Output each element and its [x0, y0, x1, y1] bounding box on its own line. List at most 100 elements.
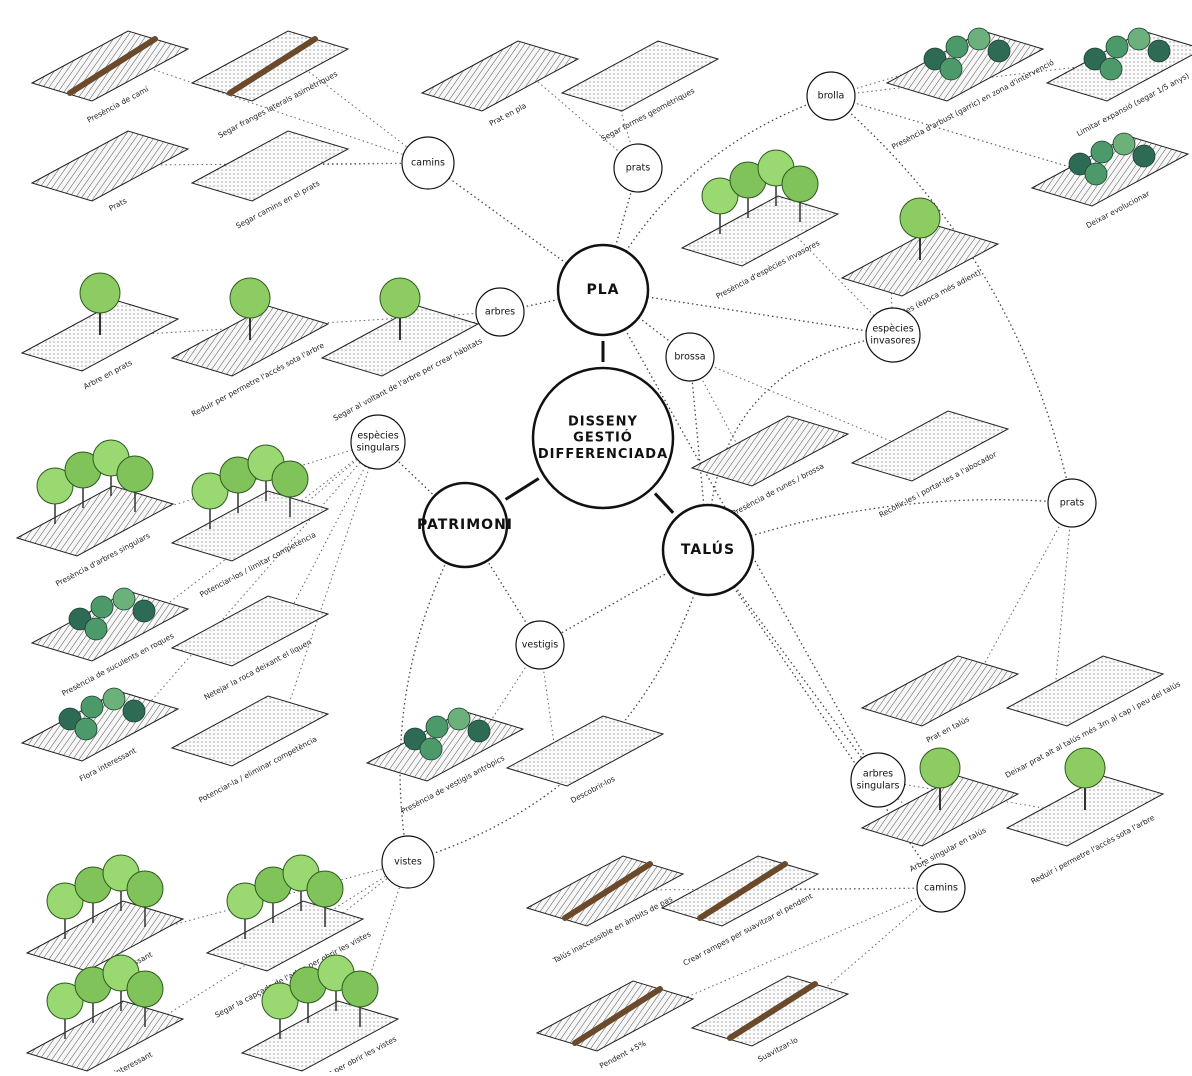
- topic-node: vestigis: [516, 621, 564, 669]
- illustration: Netejar la roca deixant el liquen: [172, 596, 328, 702]
- ground-plane: [192, 131, 348, 201]
- page: Presència de camíSegar franges laterals …: [0, 0, 1192, 1072]
- tree-crown: [782, 166, 818, 202]
- topic-node: arbres: [476, 288, 524, 336]
- node-label: singulars: [857, 780, 900, 791]
- illustration: Segar franges laterals asimètriques: [192, 31, 348, 140]
- illustration: Reduir i permetre l'accés sota l'arbre: [1007, 748, 1163, 886]
- illustration: Presència d'arbres singulars: [17, 440, 173, 588]
- illustration: Arbre en prats: [22, 273, 178, 391]
- illustration: Pendent +5%: [537, 981, 693, 1071]
- node-label: TALÚS: [681, 540, 735, 558]
- tree-crown: [272, 461, 308, 497]
- shrub: [103, 688, 125, 710]
- node-label: invasores: [870, 335, 915, 346]
- illustration: Crear rampes per suavitzar el pendent: [662, 856, 818, 968]
- topic-node: arbressingulars: [851, 753, 905, 807]
- shrub: [968, 28, 990, 50]
- node-label: vestigis: [522, 640, 558, 651]
- tree-crown: [80, 273, 120, 313]
- illustration: Deixar evolucionar: [1032, 133, 1188, 230]
- illustration: Potenciar-los / limitar competència: [172, 445, 328, 599]
- main-connector: [655, 493, 673, 512]
- main-node: TALÚS: [663, 505, 753, 595]
- node-label: arbres: [485, 307, 515, 318]
- shrub: [988, 40, 1010, 62]
- illustration: Segar al voltant de l'arbre per crear hà…: [322, 278, 484, 423]
- topic-node: prats: [614, 144, 662, 192]
- illustration: Descobrir-los: [507, 716, 663, 805]
- diagram: Presència de camíSegar franges laterals …: [0, 0, 1192, 1072]
- shrub: [420, 738, 442, 760]
- dotted-connector: [408, 550, 708, 862]
- illustration: Presència d'espècies invasores: [682, 150, 838, 301]
- topic-node: brossa: [666, 333, 714, 381]
- node-label: PATRIMONI: [417, 517, 513, 533]
- node-label: singulars: [357, 442, 400, 453]
- illustration: Potenciar-la / eliminar competència: [172, 696, 328, 805]
- lead-connector: [130, 442, 378, 725]
- node-label: espècies: [357, 431, 398, 442]
- ground-plane: [562, 41, 718, 111]
- shrub: [1148, 40, 1170, 62]
- ground-plane: [862, 656, 1018, 726]
- ground-plane: [172, 596, 328, 666]
- lead-connector: [970, 503, 1072, 690]
- node-label: GESTIÓ: [573, 430, 633, 446]
- shrub: [1085, 163, 1107, 185]
- illustration: Flora interessant: [22, 688, 178, 783]
- tree-crown: [380, 278, 420, 318]
- shrub: [1128, 28, 1150, 50]
- tree-crown: [307, 871, 343, 907]
- illustration: Recollir-les i portar-les a l'abocador: [852, 411, 1008, 519]
- node-label: prats: [626, 163, 650, 174]
- topic-node: brolla: [807, 72, 855, 120]
- illustration: Presència d'arbust (garric) en zona d'in…: [887, 28, 1056, 151]
- ground-plane: [422, 41, 578, 111]
- illustration: Prat en pla: [422, 41, 578, 128]
- shrub: [91, 596, 113, 618]
- illustration: Segar camins en el prats: [192, 131, 348, 230]
- ground-plane: [32, 131, 188, 201]
- illustration: Limitar expansió (segar 1/5 anys): [1047, 28, 1192, 138]
- tree-crown: [230, 278, 270, 318]
- shrub: [940, 58, 962, 80]
- node-label: vistes: [394, 857, 422, 868]
- node-label: espècies: [872, 324, 913, 335]
- topic-node: vistes: [382, 836, 434, 888]
- shrub: [1106, 36, 1128, 58]
- panel-caption: Prats: [107, 196, 128, 213]
- node-label: PLA: [586, 282, 619, 298]
- node-label: prats: [1060, 498, 1084, 509]
- shrub: [946, 36, 968, 58]
- illustration: Reduir per permetre l'accés sota l'arbre: [172, 278, 328, 418]
- topic-node: camins: [917, 864, 965, 912]
- illustration: Retallar alguns arbres per obrir les vis…: [242, 955, 398, 1072]
- tree-crown: [900, 198, 940, 238]
- shrub: [448, 708, 470, 730]
- node-label: brossa: [674, 352, 705, 363]
- ground-plane: [852, 411, 1008, 481]
- shrub: [81, 696, 103, 718]
- topic-node: prats: [1048, 479, 1096, 527]
- node-label: brolla: [818, 91, 845, 102]
- ground-plane: [692, 416, 848, 486]
- shrub: [133, 600, 155, 622]
- illustration: Presència de vestigis antròpics: [367, 708, 523, 816]
- tree-crown: [127, 971, 163, 1007]
- illustration: Prat en talús: [862, 656, 1018, 745]
- shrub: [123, 700, 145, 722]
- shrub: [1113, 133, 1135, 155]
- node-label: DISSENY: [568, 414, 638, 429]
- lead-connector: [1055, 503, 1072, 690]
- topic-node: espèciessingulars: [351, 415, 405, 469]
- ground-plane: [507, 716, 663, 786]
- topic-node: camins: [402, 137, 454, 189]
- illustration: Suavitzar-lo: [692, 976, 848, 1064]
- ground-plane: [1007, 656, 1163, 726]
- shrub: [1091, 141, 1113, 163]
- illustration: Talús inaccessible en àmbits de pas: [527, 856, 683, 965]
- illustration: Prats: [32, 131, 188, 213]
